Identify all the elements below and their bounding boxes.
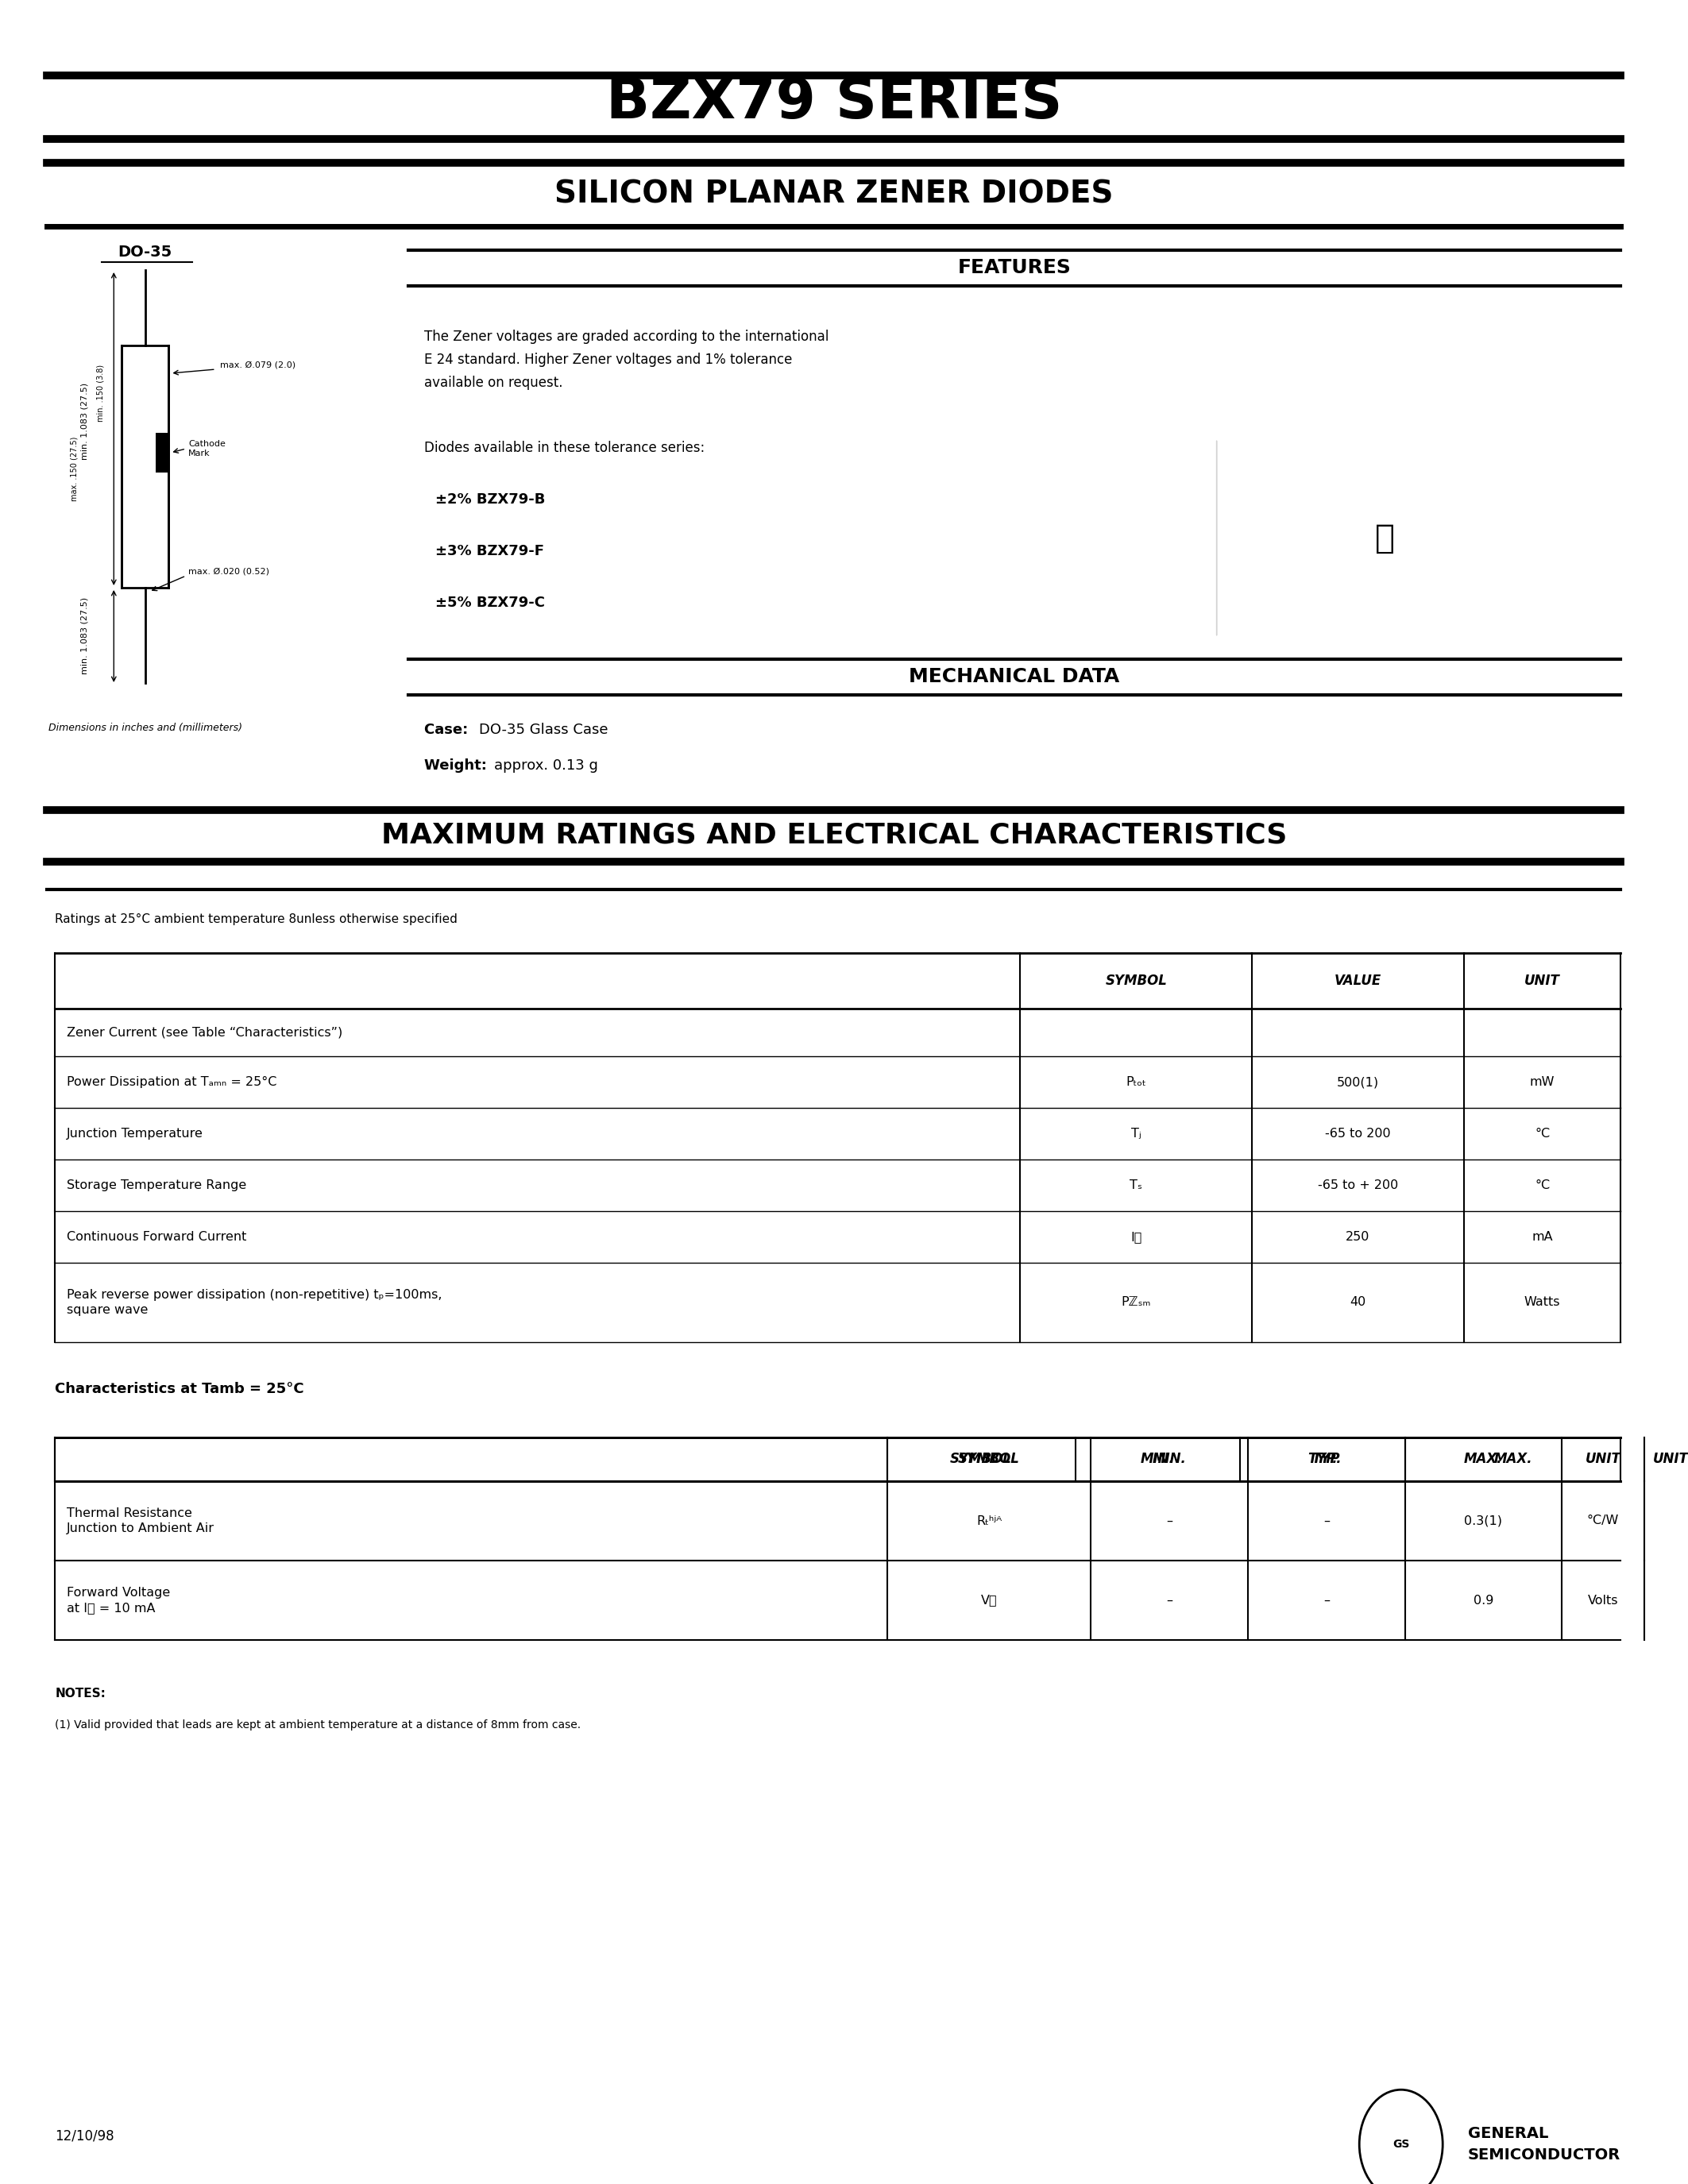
Text: 📷: 📷 <box>1376 522 1396 555</box>
Text: Vⰿ: Vⰿ <box>981 1594 998 1605</box>
Text: Ratings at 25°C ambient temperature 8unless otherwise specified: Ratings at 25°C ambient temperature 8unl… <box>56 913 457 926</box>
Text: min. 1.083 (27.5): min. 1.083 (27.5) <box>81 382 89 459</box>
Text: –: – <box>1323 1594 1330 1605</box>
Text: 500(1): 500(1) <box>1337 1077 1379 1088</box>
Text: MIN.: MIN. <box>1141 1452 1175 1465</box>
Text: Pₜₒₜ: Pₜₒₜ <box>1126 1077 1146 1088</box>
Text: mW: mW <box>1529 1077 1555 1088</box>
Text: ±5% BZX79-C: ±5% BZX79-C <box>436 596 545 609</box>
Text: °C: °C <box>1534 1127 1550 1140</box>
Text: DO-35: DO-35 <box>118 245 172 260</box>
Bar <box>122 345 169 587</box>
Text: 12/10/98: 12/10/98 <box>56 2129 115 2143</box>
Text: Thermal Resistance
Junction to Ambient Air: Thermal Resistance Junction to Ambient A… <box>68 1507 214 1535</box>
Text: Storage Temperature Range: Storage Temperature Range <box>68 1179 246 1190</box>
Text: UNIT: UNIT <box>1653 1452 1688 1465</box>
Text: MECHANICAL DATA: MECHANICAL DATA <box>910 666 1119 686</box>
Text: SILICON PLANAR ZENER DIODES: SILICON PLANAR ZENER DIODES <box>555 179 1114 210</box>
Text: °C/W: °C/W <box>1587 1516 1619 1527</box>
Text: BZX79 SERIES: BZX79 SERIES <box>606 76 1062 131</box>
Text: MAXIMUM RATINGS AND ELECTRICAL CHARACTERISTICS: MAXIMUM RATINGS AND ELECTRICAL CHARACTER… <box>381 821 1286 850</box>
Text: ±2% BZX79-B: ±2% BZX79-B <box>436 491 545 507</box>
Text: Zener Current (see Table “Characteristics”): Zener Current (see Table “Characteristic… <box>68 1026 343 1037</box>
Text: DO-35 Glass Case: DO-35 Glass Case <box>479 723 608 736</box>
Text: max. .150 (27.5): max. .150 (27.5) <box>71 437 79 500</box>
Text: -65 to 200: -65 to 200 <box>1325 1127 1391 1140</box>
Text: 0.3(1): 0.3(1) <box>1465 1516 1502 1527</box>
Text: Case:: Case: <box>424 723 473 736</box>
Text: GENERAL
SEMICONDUCTOR: GENERAL SEMICONDUCTOR <box>1469 2127 1620 2162</box>
Text: GS: GS <box>1393 2138 1409 2149</box>
Text: 40: 40 <box>1350 1297 1366 1308</box>
Text: –: – <box>1166 1594 1173 1605</box>
Text: VALUE: VALUE <box>1334 974 1381 987</box>
Text: Weight:: Weight: <box>424 758 491 773</box>
Bar <box>155 432 169 472</box>
Text: Peak reverse power dissipation (non-repetitive) tₚ=100ms,
square wave: Peak reverse power dissipation (non-repe… <box>68 1289 442 1317</box>
Text: -65 to + 200: -65 to + 200 <box>1318 1179 1398 1190</box>
Text: MIN.: MIN. <box>1153 1452 1187 1465</box>
Text: min. 1.083 (27.5): min. 1.083 (27.5) <box>81 596 89 675</box>
Text: Cathode
Mark: Cathode Mark <box>189 441 226 456</box>
Text: SYMBOL: SYMBOL <box>959 1452 1020 1465</box>
Text: Power Dissipation at Tₐₘₙ = 25°C: Power Dissipation at Tₐₘₙ = 25°C <box>68 1077 277 1088</box>
Text: TYP.: TYP. <box>1312 1452 1342 1465</box>
Text: max. Ø.079 (2.0): max. Ø.079 (2.0) <box>219 360 295 369</box>
Text: SYMBOL: SYMBOL <box>950 1452 1013 1465</box>
Text: Continuous Forward Current: Continuous Forward Current <box>68 1232 246 1243</box>
Text: ±3% BZX79-F: ±3% BZX79-F <box>436 544 545 559</box>
Text: Forward Voltage
at Iⰿ = 10 mA: Forward Voltage at Iⰿ = 10 mA <box>68 1586 170 1614</box>
Text: Watts: Watts <box>1524 1297 1560 1308</box>
Text: MAX.: MAX. <box>1463 1452 1502 1465</box>
Text: SYMBOL: SYMBOL <box>1106 974 1166 987</box>
Text: approx. 0.13 g: approx. 0.13 g <box>495 758 599 773</box>
Text: Diodes available in these tolerance series:: Diodes available in these tolerance seri… <box>424 441 704 454</box>
Text: UNIT: UNIT <box>1585 1452 1620 1465</box>
Text: –: – <box>1166 1516 1173 1527</box>
Text: (1) Valid provided that leads are kept at ambient temperature at a distance of 8: (1) Valid provided that leads are kept a… <box>56 1719 581 1730</box>
Text: UNIT: UNIT <box>1524 974 1560 987</box>
Text: Pℤₛₘ: Pℤₛₘ <box>1121 1297 1151 1308</box>
Text: Dimensions in inches and (millimeters): Dimensions in inches and (millimeters) <box>49 723 241 734</box>
Text: min. .150 (3.8): min. .150 (3.8) <box>96 365 105 422</box>
Text: NOTES:: NOTES: <box>56 1688 106 1699</box>
Text: Characteristics at Tamb = 25°C: Characteristics at Tamb = 25°C <box>56 1382 304 1396</box>
Text: Tₛ: Tₛ <box>1129 1179 1143 1190</box>
Text: The Zener voltages are graded according to the international
E 24 standard. High: The Zener voltages are graded according … <box>424 330 829 391</box>
Text: Tⱼ: Tⱼ <box>1131 1127 1141 1140</box>
Text: °C: °C <box>1534 1179 1550 1190</box>
Text: –: – <box>1323 1516 1330 1527</box>
Text: TYP.: TYP. <box>1308 1452 1337 1465</box>
Text: 0.9: 0.9 <box>1474 1594 1494 1605</box>
Text: Rₜʰʲᴬ: Rₜʰʲᴬ <box>976 1516 1001 1527</box>
Text: Junction Temperature: Junction Temperature <box>68 1127 203 1140</box>
Text: Volts: Volts <box>1588 1594 1619 1605</box>
Text: FEATURES: FEATURES <box>957 258 1072 277</box>
Text: Iⰿ: Iⰿ <box>1131 1232 1141 1243</box>
Text: max. Ø.020 (0.52): max. Ø.020 (0.52) <box>189 568 270 577</box>
Text: 250: 250 <box>1345 1232 1371 1243</box>
Text: mA: mA <box>1531 1232 1553 1243</box>
Text: MAX.: MAX. <box>1494 1452 1533 1465</box>
